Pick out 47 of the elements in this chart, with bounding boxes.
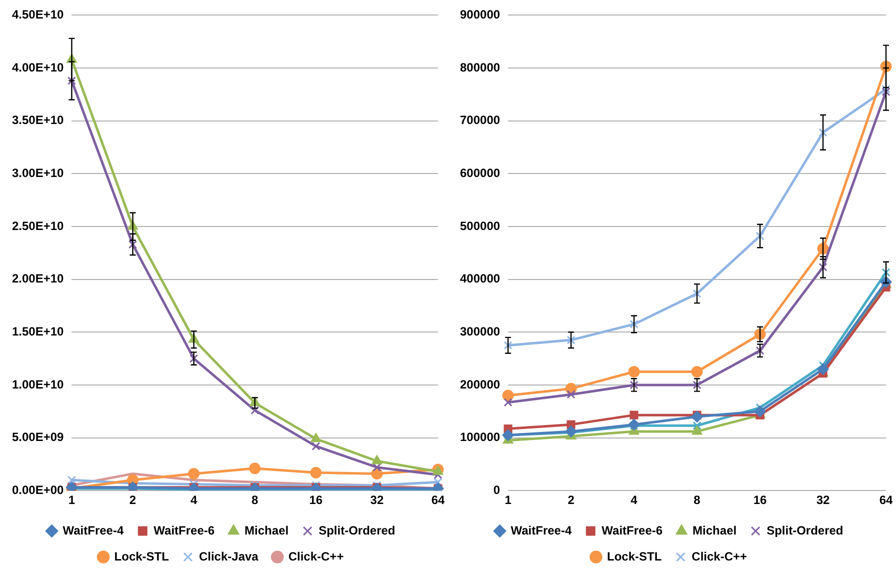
x-tick-label: 64 <box>431 493 445 508</box>
legend-label: Lock-STL <box>606 549 662 564</box>
legend-label: Click-Java <box>198 549 259 564</box>
x-tick-label: 64 <box>879 493 893 508</box>
y-tick-label: 1.50E+10 <box>12 324 64 338</box>
legend-label: WaitFree-6 <box>154 523 215 538</box>
legend-label: WaitFree-4 <box>510 523 572 538</box>
y-tick-label: 4.50E+10 <box>12 8 64 22</box>
y-tick-label: 300000 <box>460 324 500 338</box>
legend-label: Split-Ordered <box>766 523 844 538</box>
y-tick-label: 600000 <box>460 166 500 180</box>
legend-label: Click-C++ <box>692 549 748 564</box>
x-tick-label: 2 <box>568 493 575 508</box>
y-tick-label: 2.00E+10 <box>12 272 64 286</box>
y-tick-label: 3.50E+10 <box>12 113 64 128</box>
y-tick-label: 500000 <box>460 218 500 233</box>
x-tick-label: 8 <box>694 493 701 508</box>
x-tick-label: 4 <box>630 493 638 508</box>
x-tick-label: 32 <box>370 493 384 508</box>
y-tick-label: 200000 <box>460 377 500 392</box>
legend-label: Michael <box>244 523 289 538</box>
legend-label: Michael <box>692 523 737 538</box>
legend-label: WaitFree-4 <box>62 523 124 538</box>
y-tick-label: 900000 <box>460 8 500 22</box>
y-tick-label: 3.00E+10 <box>12 166 64 180</box>
legend-label: WaitFree-6 <box>602 523 663 538</box>
y-tick-label: 700000 <box>460 113 500 128</box>
legend-label: Split-Ordered <box>318 523 396 538</box>
x-tick-label: 16 <box>309 493 323 508</box>
y-tick-label: 2.50E+10 <box>12 218 64 233</box>
y-tick-label: 100000 <box>460 430 500 444</box>
x-tick-label: 8 <box>252 493 259 508</box>
x-tick-label: 16 <box>753 493 768 508</box>
y-tick-label: 800000 <box>460 60 500 74</box>
x-tick-label: 2 <box>129 493 136 508</box>
x-tick-label: 32 <box>816 493 830 508</box>
legend-label: Lock-STL <box>114 549 169 564</box>
x-tick-label: 4 <box>190 493 198 508</box>
y-tick-label: 1.00E+10 <box>12 377 64 392</box>
x-tick-label: 1 <box>504 493 512 508</box>
legend-label: Click-C++ <box>288 549 344 564</box>
y-tick-label: 0 <box>493 482 500 497</box>
y-tick-label: 400000 <box>460 272 500 286</box>
x-tick-label: 1 <box>68 493 76 508</box>
y-tick-label: 5.00E+09 <box>12 430 64 444</box>
y-tick-label: 4.00E+10 <box>12 60 64 74</box>
y-tick-label: 0.00E+00 <box>12 482 64 497</box>
